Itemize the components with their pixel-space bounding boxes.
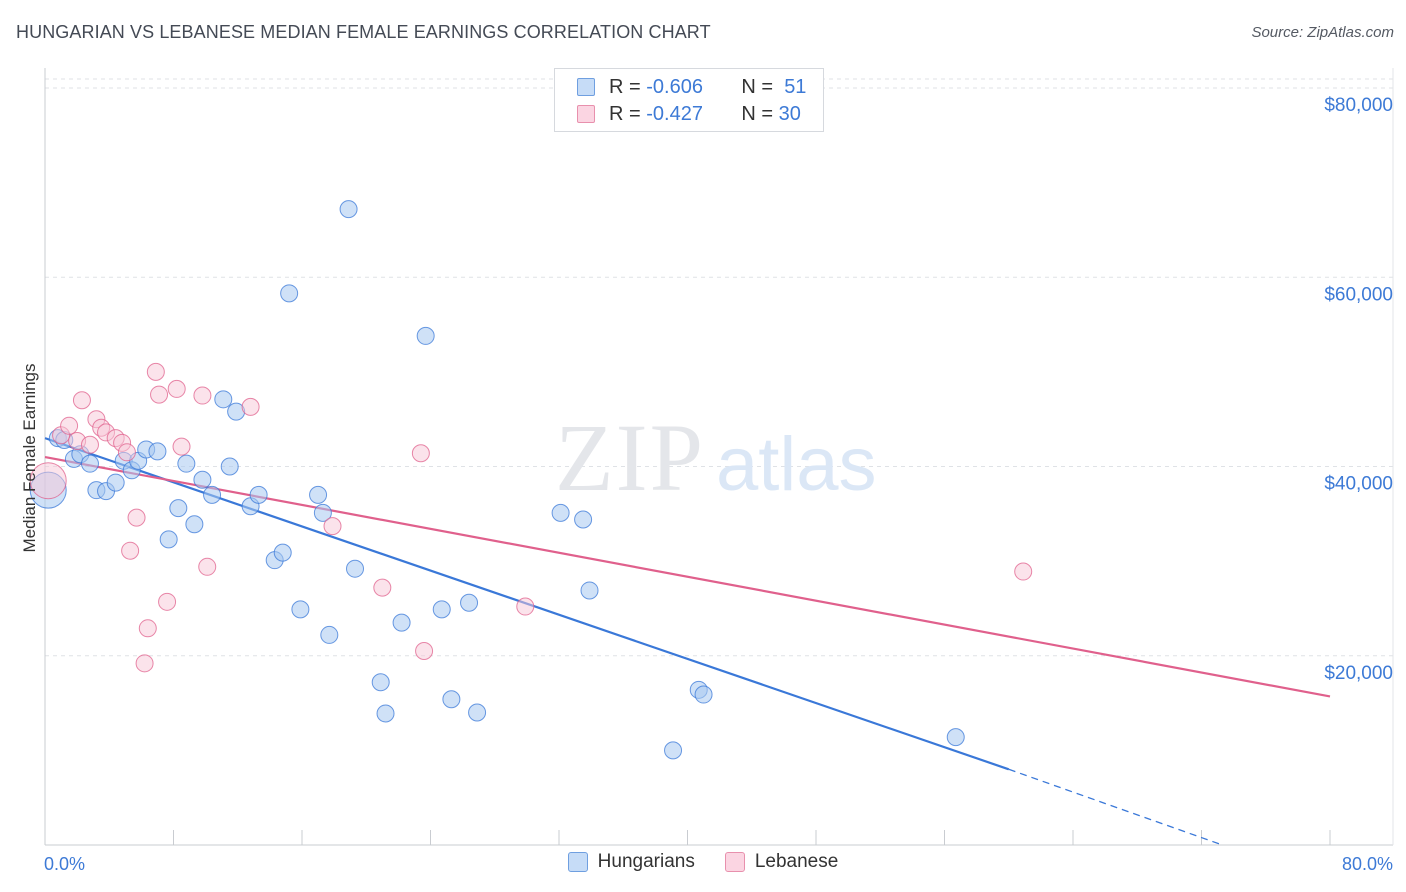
- series-legend: Hungarians Lebanese: [0, 851, 1406, 873]
- point-hungarians: [694, 685, 713, 704]
- watermark-zip: ZIP: [555, 404, 705, 511]
- legend-row-lebanese: R = -0.427 N = 30: [577, 101, 801, 127]
- point-hungarians: [339, 200, 358, 219]
- point-hungarians: [249, 485, 268, 504]
- point-hungarians: [148, 442, 167, 461]
- legend-n-label: N =: [741, 75, 774, 98]
- grid-lines: [45, 78, 1393, 657]
- point-hungarians: [280, 284, 299, 303]
- swatch-hungarians: [567, 852, 588, 872]
- legend-n-label: N =: [741, 102, 774, 125]
- point-hungarians: [416, 326, 435, 345]
- point-hungarians: [220, 457, 239, 476]
- point-hungarians: [574, 510, 593, 529]
- point-lebanese: [127, 508, 146, 527]
- trend-line-extension: [1008, 768, 1223, 846]
- legend-label-hungarians: Hungarians: [597, 851, 695, 872]
- legend-r-label: R =: [609, 75, 641, 98]
- point-hungarians: [313, 503, 332, 522]
- point-lebanese: [135, 654, 154, 673]
- point-hungarians: [291, 600, 310, 619]
- point-lebanese: [516, 597, 535, 616]
- point-hungarians: [159, 530, 178, 549]
- x-tick-label-min: 0.0%: [44, 854, 85, 874]
- source-credit: Source: ZipAtlas.com: [1251, 24, 1394, 41]
- point-hungarians: [346, 559, 365, 578]
- point-lebanese: [323, 517, 342, 536]
- point-hungarians: [432, 600, 451, 619]
- point-lebanese: [72, 391, 91, 410]
- watermark-atlas: atlas: [716, 422, 877, 507]
- legend-label-lebanese: Lebanese: [754, 851, 839, 872]
- legend-item-hungarians: Hungarians: [567, 851, 695, 873]
- point-hungarians: [320, 625, 339, 644]
- point-hungarians: [80, 454, 99, 473]
- point-hungarians: [946, 728, 965, 747]
- point-lebanese: [1014, 562, 1033, 581]
- watermark: ZIP atlas: [555, 404, 877, 511]
- point-hungarians: [392, 613, 411, 632]
- point-hungarians: [309, 485, 328, 504]
- y-tick-label: $60,000: [1324, 284, 1393, 305]
- legend-swatch-lebanese: [577, 105, 595, 123]
- point-lebanese: [241, 397, 260, 416]
- point-lebanese: [158, 592, 177, 611]
- y-tick-label: $20,000: [1324, 663, 1393, 684]
- point-lebanese: [167, 379, 186, 398]
- data-points: [29, 200, 1033, 760]
- point-hungarians: [193, 470, 212, 489]
- y-axis-label: Median Female Earnings: [20, 364, 39, 553]
- legend-item-lebanese: Lebanese: [724, 851, 839, 873]
- point-hungarians: [371, 673, 390, 692]
- point-lebanese: [411, 444, 430, 463]
- legend-r-label: R =: [609, 102, 641, 125]
- legend-r-value: -0.427: [646, 102, 703, 125]
- point-lebanese: [373, 578, 392, 597]
- point-lebanese: [80, 435, 99, 454]
- point-hungarians: [376, 704, 395, 723]
- point-hungarians: [203, 485, 222, 504]
- point-lebanese: [150, 385, 169, 404]
- point-hungarians: [273, 543, 292, 562]
- point-hungarians: [169, 499, 188, 518]
- point-hungarians: [177, 454, 196, 473]
- point-lebanese: [117, 443, 136, 462]
- stats-legend: R = -0.606 N = 51 R = -0.427 N = 30: [554, 68, 824, 132]
- legend-r-value: -0.606: [646, 75, 703, 98]
- x-tick-label-max: 80.0%: [1342, 854, 1393, 874]
- y-tick-labels: $20,000 $40,000 $60,000 $80,000: [1324, 95, 1393, 684]
- point-lebanese: [138, 619, 157, 638]
- point-hungarians: [106, 473, 125, 492]
- point-lebanese: [60, 416, 79, 435]
- point-hungarians: [214, 390, 233, 409]
- point-lebanese: [172, 437, 191, 456]
- point-hungarians: [185, 515, 204, 534]
- y-tick-label: $40,000: [1324, 474, 1393, 495]
- point-lebanese: [415, 642, 434, 661]
- point-lebanese: [198, 557, 217, 576]
- point-hungarians: [442, 690, 461, 709]
- legend-row-hungarians: R = -0.606 N = 51: [577, 74, 806, 100]
- legend-swatch-hungarians: [577, 78, 595, 96]
- point-lebanese: [29, 462, 67, 500]
- swatch-lebanese: [724, 852, 745, 872]
- point-hungarians: [460, 593, 479, 612]
- axes: [44, 68, 1394, 846]
- legend-n-value: 51: [784, 75, 807, 98]
- point-lebanese: [193, 386, 212, 405]
- chart-title: HUNGARIAN VS LEBANESE MEDIAN FEMALE EARN…: [16, 22, 711, 42]
- point-hungarians: [551, 503, 570, 522]
- point-hungarians: [580, 581, 599, 600]
- point-hungarians: [468, 703, 487, 722]
- point-lebanese: [121, 541, 140, 560]
- point-hungarians: [664, 741, 683, 760]
- y-tick-label: $80,000: [1324, 95, 1393, 116]
- point-lebanese: [146, 362, 165, 381]
- legend-n-value: 30: [778, 102, 801, 125]
